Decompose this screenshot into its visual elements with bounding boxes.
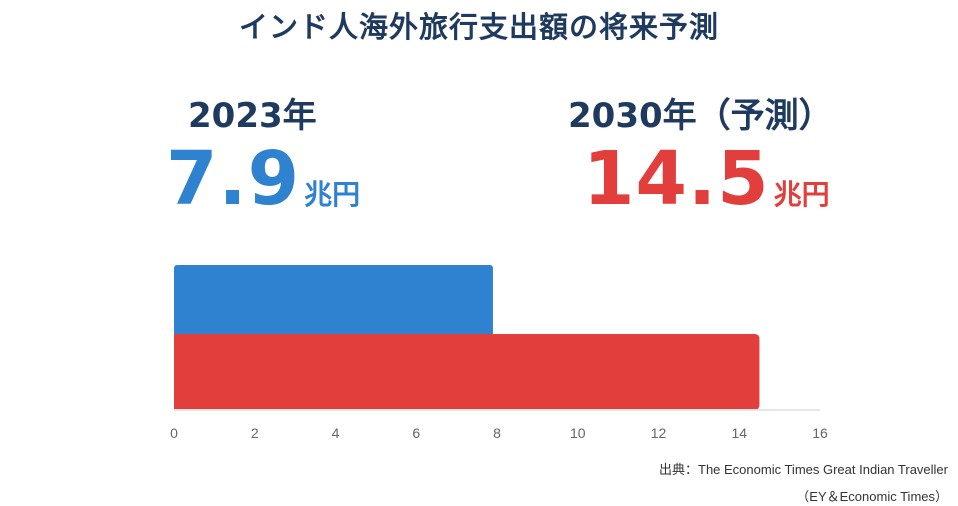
x-tick-label: 2 (251, 425, 259, 441)
x-tick-label: 6 (412, 425, 420, 441)
x-tick-label: 8 (493, 425, 501, 441)
value-2030-number: 14.5 (583, 136, 770, 222)
source-line-1: 出典：The Economic Times Great Indian Trave… (659, 462, 948, 477)
value-2030: 14.5 兆円 (583, 136, 830, 222)
source-line-2: （EY＆Economic Times） (796, 489, 948, 504)
value-2023-number: 7.9 (166, 136, 301, 222)
bar-2030 (174, 334, 760, 410)
x-tick-label: 4 (332, 425, 340, 441)
x-tick-label: 10 (570, 425, 586, 441)
x-tick-label: 12 (651, 425, 667, 441)
bar-2023 (174, 265, 493, 355)
value-2023-unit: 兆円 (304, 178, 361, 211)
x-tick-label: 16 (812, 425, 828, 441)
x-tick-label: 0 (170, 425, 178, 441)
year-label-2023: 2023年 (188, 96, 317, 136)
value-2030-unit: 兆円 (773, 178, 830, 211)
x-tick-label: 14 (731, 425, 747, 441)
value-2023: 7.9 兆円 (166, 136, 360, 222)
x-axis-ticks: 0 2 4 6 8 10 12 14 16 (170, 425, 828, 441)
chart-title: インド人海外旅行支出額の将来予測 (238, 10, 719, 44)
year-label-2030: 2030年（予測） (568, 96, 833, 136)
